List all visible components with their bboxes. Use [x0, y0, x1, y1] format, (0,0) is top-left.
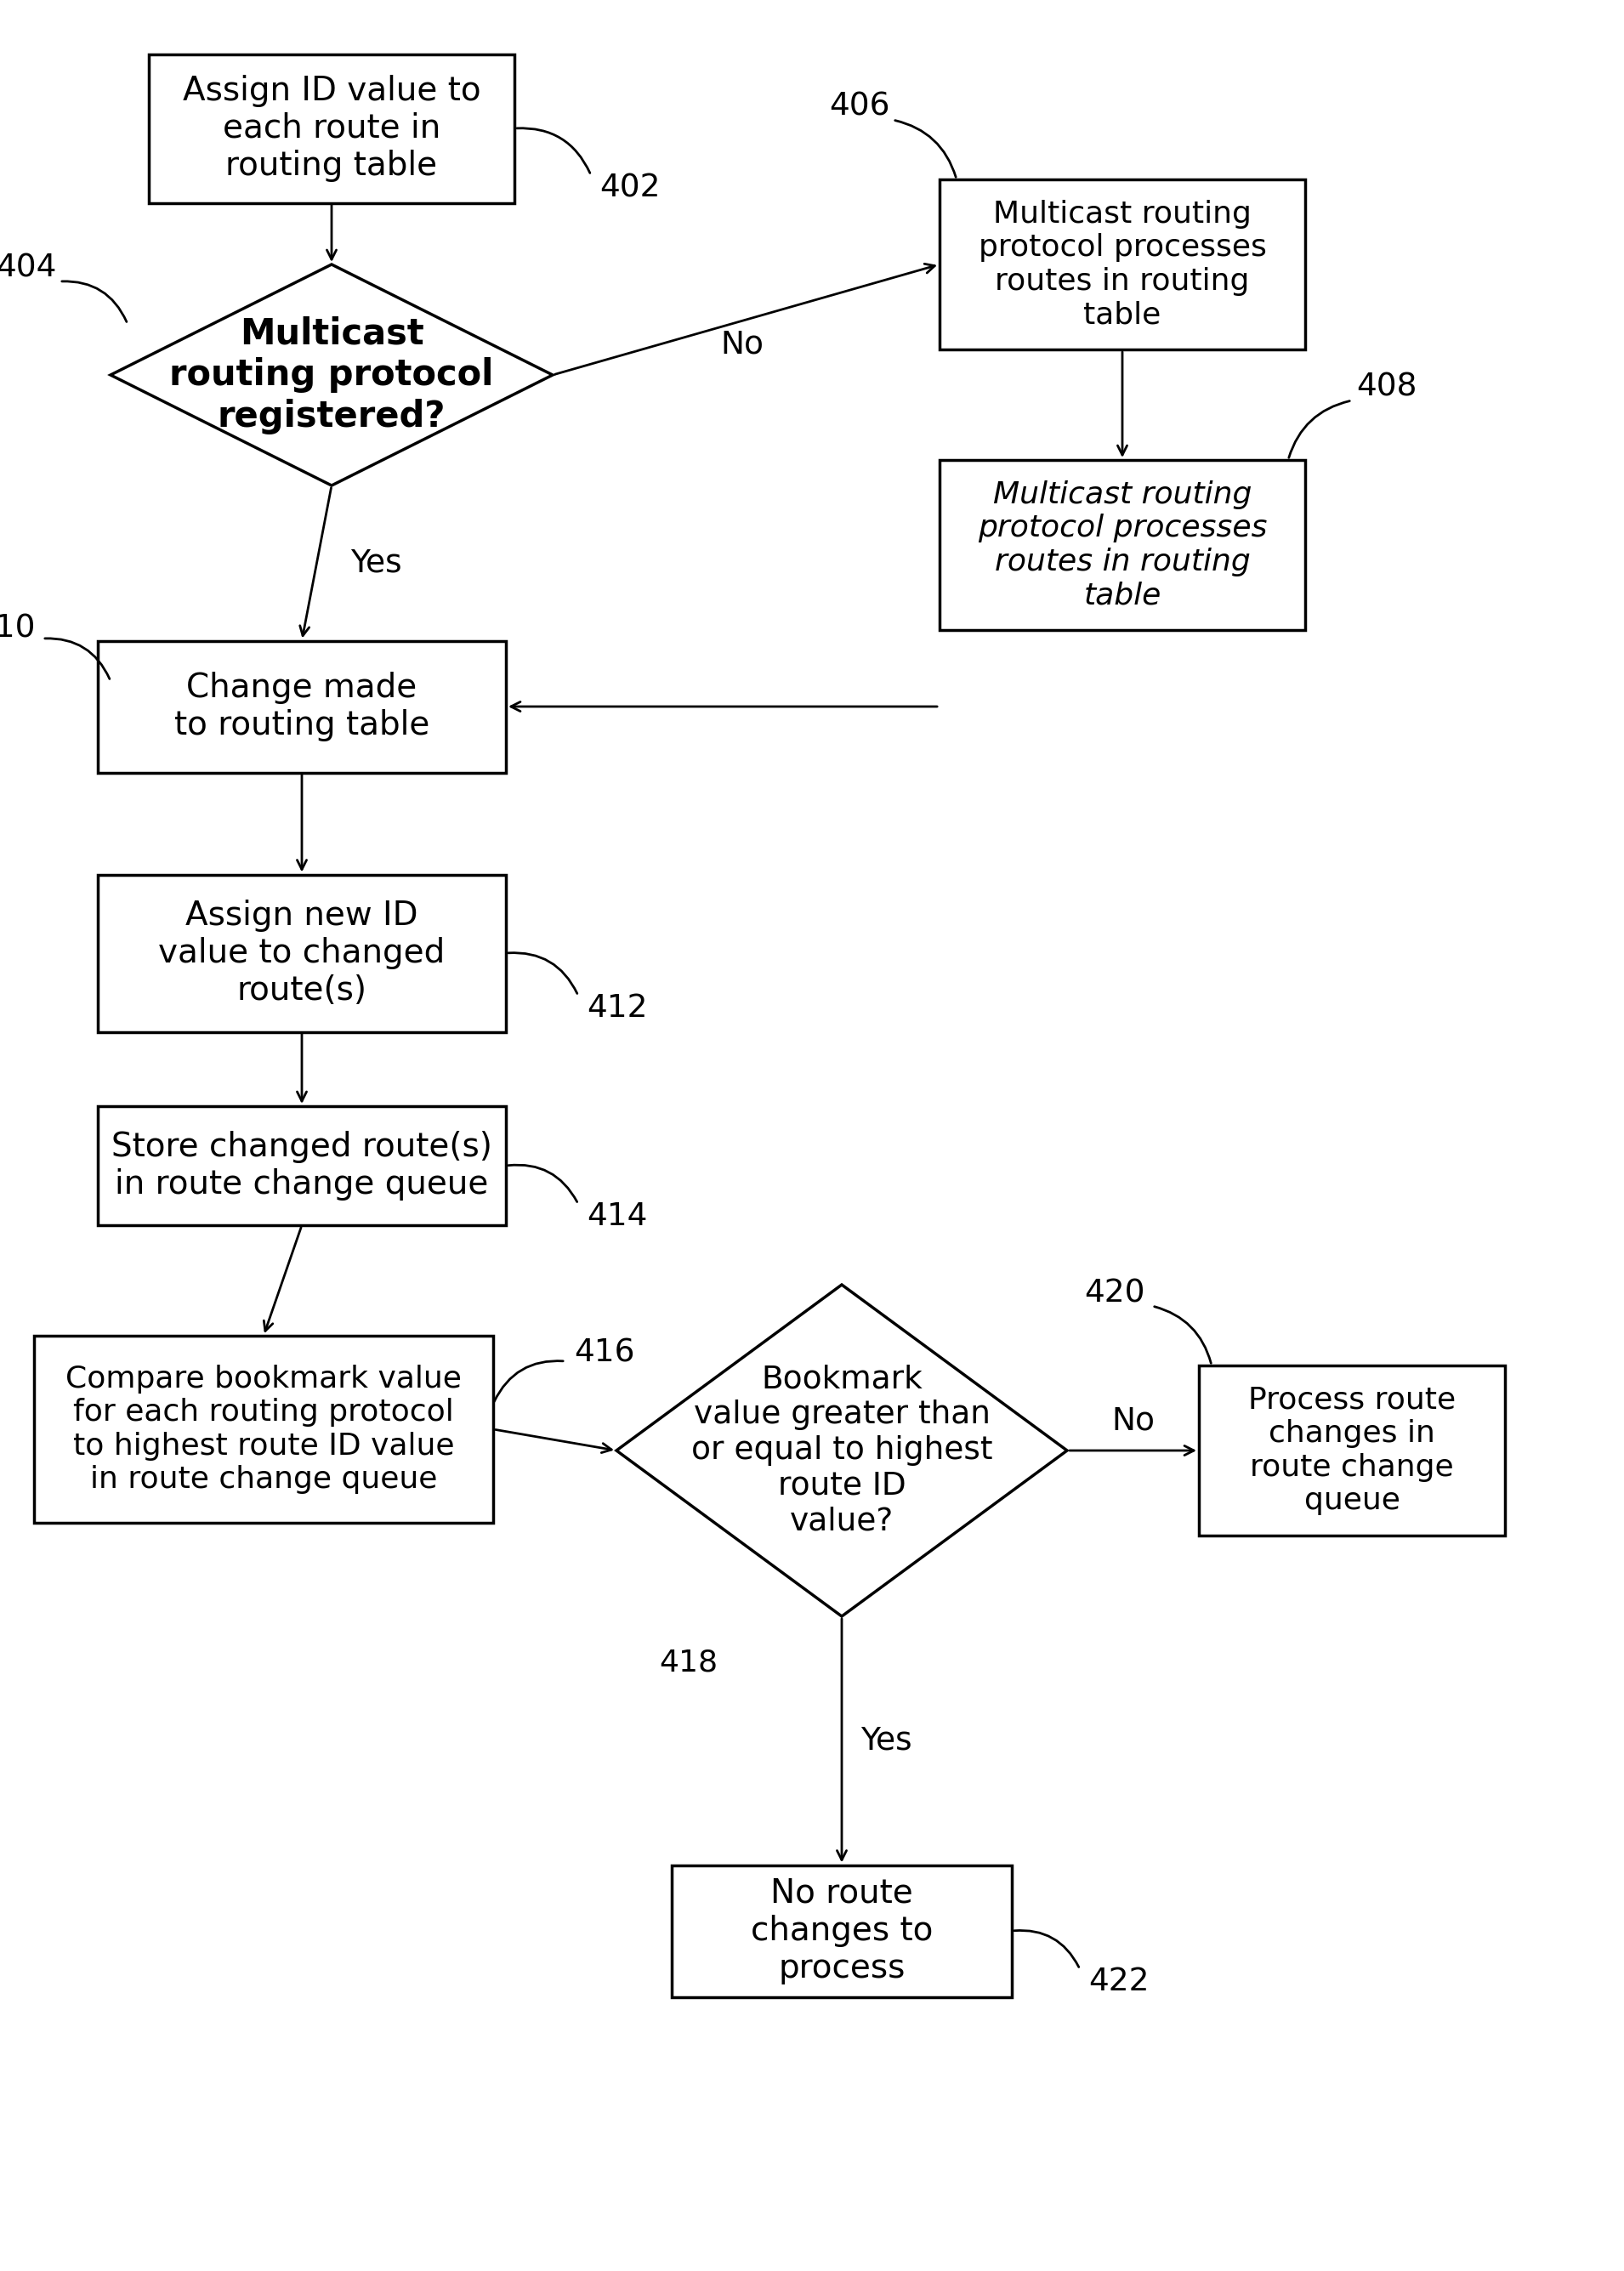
Text: 404: 404: [0, 254, 57, 284]
FancyBboxPatch shape: [149, 55, 515, 202]
FancyBboxPatch shape: [940, 461, 1306, 629]
Text: Multicast routing
protocol processes
routes in routing
table: Multicast routing protocol processes rou…: [978, 200, 1267, 329]
Text: Multicast
routing protocol
registered?: Multicast routing protocol registered?: [169, 316, 494, 434]
FancyBboxPatch shape: [97, 874, 507, 1031]
Text: Assign ID value to
each route in
routing table: Assign ID value to each route in routing…: [182, 75, 481, 182]
FancyBboxPatch shape: [97, 1106, 507, 1224]
FancyBboxPatch shape: [97, 640, 507, 772]
Polygon shape: [617, 1285, 1067, 1617]
FancyBboxPatch shape: [1199, 1365, 1505, 1535]
Text: No: No: [1112, 1406, 1155, 1435]
FancyBboxPatch shape: [940, 179, 1306, 350]
Text: No: No: [721, 329, 763, 361]
Text: 416: 416: [573, 1338, 635, 1367]
Text: Yes: Yes: [351, 547, 401, 579]
Text: Store changed route(s)
in route change queue: Store changed route(s) in route change q…: [112, 1131, 492, 1201]
Text: Compare bookmark value
for each routing protocol
to highest route ID value
in ro: Compare bookmark value for each routing …: [65, 1365, 461, 1494]
Text: Multicast routing
protocol processes
routes in routing
table: Multicast routing protocol processes rou…: [978, 479, 1267, 609]
Text: 408: 408: [1356, 372, 1418, 402]
Text: 406: 406: [828, 91, 890, 123]
Text: 418: 418: [659, 1649, 718, 1678]
Text: 402: 402: [599, 173, 661, 202]
Text: Process route
changes in
route change
queue: Process route changes in route change qu…: [1249, 1385, 1455, 1515]
Text: 414: 414: [586, 1201, 648, 1231]
Text: 412: 412: [586, 992, 648, 1024]
Text: Yes: Yes: [861, 1726, 913, 1755]
Text: Assign new ID
value to changed
route(s): Assign new ID value to changed route(s): [159, 899, 445, 1006]
FancyBboxPatch shape: [34, 1335, 494, 1524]
Text: Bookmark
value greater than
or equal to highest
route ID
value?: Bookmark value greater than or equal to …: [692, 1365, 992, 1537]
Text: No route
changes to
process: No route changes to process: [750, 1878, 932, 1985]
Text: Change made
to routing table: Change made to routing table: [174, 672, 429, 740]
FancyBboxPatch shape: [672, 1864, 1012, 1996]
Text: 422: 422: [1088, 1967, 1150, 1996]
Text: 410: 410: [0, 613, 36, 643]
Text: 420: 420: [1085, 1279, 1145, 1308]
Polygon shape: [110, 263, 552, 486]
